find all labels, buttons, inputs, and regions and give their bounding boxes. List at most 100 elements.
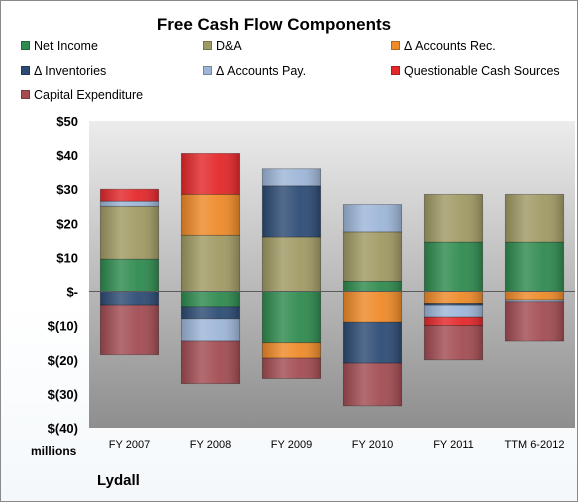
legend-label-accounts-pay: Δ Accounts Pay.: [216, 64, 307, 78]
x-tick-label: FY 2008: [190, 439, 231, 451]
y-axis: $50 $40 $30 $20 $10 $- $(10) $(20) $(30) $(40): [48, 114, 78, 436]
bar-sheen: [262, 342, 321, 359]
bars: [99, 153, 565, 407]
bar-sheen: [505, 300, 564, 302]
bar-sheen: [181, 153, 240, 195]
bar-net-income-fy-2008: [180, 291, 241, 308]
bar-net-income-fy-2009: [261, 291, 322, 344]
legend-item-capex: Capital Expenditure: [21, 88, 143, 104]
bar-questionable-cash-sources-fy-2011: [423, 316, 484, 327]
bar-sheen: [262, 185, 321, 237]
legend-label-inventories: Δ Inventories: [34, 64, 107, 78]
y-tick-label: $30: [56, 182, 78, 197]
company-label: Lydall: [97, 472, 140, 489]
bar-sheen: [424, 305, 483, 318]
legend-swatch-accounts-pay: [203, 66, 212, 76]
bar-net-income-fy-2011: [423, 241, 484, 292]
bar-sheen: [424, 303, 483, 306]
bar-accounts-rec-ttm-6-2012: [504, 291, 565, 301]
legend-item-d-and-a: D&A: [203, 39, 242, 55]
legend-label-accounts-rec: Δ Accounts Rec.: [404, 39, 496, 53]
bar-net-income-ttm-6-2012: [504, 241, 565, 292]
bar-sheen: [262, 168, 321, 186]
bar-sheen: [181, 194, 240, 236]
bar-accounts-rec-fy-2010: [342, 291, 403, 323]
y-tick-label: $10: [56, 250, 78, 265]
bar-d-a-fy-2008: [180, 234, 241, 292]
bar-capital-expenditure-fy-2008: [180, 340, 241, 385]
bar-sheen: [343, 291, 402, 323]
bar-sheen: [100, 291, 159, 306]
bar-sheen: [424, 242, 483, 292]
legend-swatch-capex: [21, 90, 30, 100]
bar-inventories-fy-2008: [180, 306, 241, 320]
legend-item-accounts-rec: Δ Accounts Rec.: [391, 39, 496, 55]
bar-accounts-pay-fy-2010: [342, 204, 403, 233]
bar-sheen: [505, 291, 564, 301]
bar-sheen: [424, 194, 483, 243]
legend-label-net-income: Net Income: [34, 39, 98, 53]
legend-item-inventories: Δ Inventories: [21, 64, 106, 80]
legend-label-questionable-cash: Questionable Cash Sources: [404, 64, 560, 78]
legend-swatch-accounts-rec: [391, 41, 400, 51]
bar-capital-expenditure-fy-2009: [261, 357, 322, 379]
bar-accounts-pay-fy-2011: [423, 304, 484, 318]
y-tick-label: $20: [56, 216, 78, 231]
bar-accounts-rec-fy-2008: [180, 193, 241, 236]
y-tick-label: $(10): [48, 319, 78, 334]
bar-sheen: [181, 291, 240, 307]
legend-swatch-net-income: [21, 41, 30, 51]
bar-sheen: [343, 204, 402, 232]
x-tick-label: FY 2011: [433, 439, 474, 451]
bar-sheen: [181, 306, 240, 319]
y-tick-label: $(30): [48, 387, 78, 402]
bar-sheen: [343, 322, 402, 364]
chart-title: Free Cash Flow Components: [156, 15, 392, 34]
legend-item-net-income: Net Income: [21, 39, 98, 55]
bar-sheen: [505, 194, 564, 243]
bar-capital-expenditure-fy-2011: [423, 325, 484, 361]
x-tick-label: TTM 6-2012: [505, 439, 565, 451]
bar-d-a-fy-2007: [99, 205, 160, 260]
x-axis: FY 2007 FY 2008 FY 2009 FY 2010 FY 2011 TTM 6…: [109, 439, 565, 451]
bar-sheen: [343, 231, 402, 282]
legend-swatch-questionable-cash: [391, 66, 400, 76]
legend-label-d-and-a: D&A: [216, 39, 242, 53]
bar-capital-expenditure-ttm-6-2012: [504, 301, 565, 342]
bar-sheen: [262, 358, 321, 379]
bar-d-a-fy-2011: [423, 193, 484, 243]
legend-item-accounts-pay: Δ Accounts Pay.: [203, 64, 306, 80]
bar-questionable-cash-sources-fy-2007: [99, 188, 160, 202]
bar-inventories-fy-2009: [261, 185, 322, 238]
bar-accounts-rec-fy-2009: [261, 342, 322, 359]
legend-label-capex: Capital Expenditure: [34, 88, 144, 102]
bar-accounts-pay-fy-2007: [99, 200, 160, 207]
bar-sheen: [100, 201, 159, 207]
bar-sheen: [505, 301, 564, 342]
bar-sheen: [100, 259, 159, 292]
bar-inventories-fy-2010: [342, 321, 403, 364]
bar-accounts-pay-fy-2008: [180, 318, 241, 342]
bar-sheen: [100, 189, 159, 202]
bar-net-income-fy-2007: [99, 258, 160, 292]
bar-capital-expenditure-fy-2010: [342, 362, 403, 407]
legend-item-questionable-cash: Questionable Cash Sources: [391, 64, 560, 80]
legend-swatch-inventories: [21, 66, 30, 76]
bar-sheen: [181, 235, 240, 292]
legend-swatch-d-and-a: [203, 41, 212, 51]
bar-sheen: [343, 363, 402, 406]
bar-accounts-rec-fy-2011: [423, 291, 484, 304]
bar-sheen: [424, 317, 483, 326]
bar-sheen: [424, 291, 483, 304]
y-tick-label: $(40): [48, 421, 78, 436]
bar-d-a-ttm-6-2012: [504, 193, 565, 243]
bar-d-a-fy-2009: [261, 236, 322, 292]
y-unit-label: millions: [31, 444, 77, 458]
bar-sheen: [181, 341, 240, 384]
bar-sheen: [424, 325, 483, 360]
y-tick-label: $-: [66, 285, 78, 300]
bar-sheen: [505, 242, 564, 292]
bar-accounts-pay-fy-2009: [261, 168, 322, 187]
